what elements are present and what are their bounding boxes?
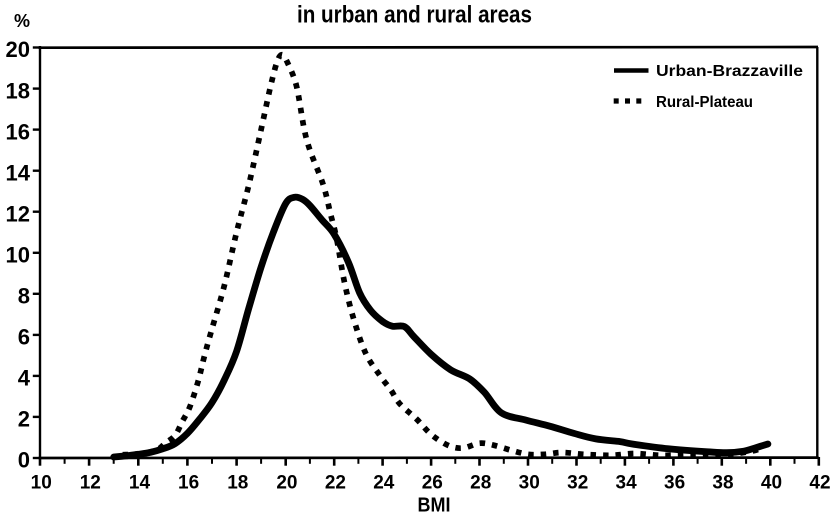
svg-text:40: 40	[761, 473, 782, 494]
svg-text:20: 20	[276, 473, 297, 494]
svg-text:26: 26	[422, 473, 443, 494]
svg-text:18: 18	[6, 78, 30, 103]
svg-text:10: 10	[6, 243, 30, 268]
svg-text:12: 12	[80, 473, 101, 494]
svg-text:22: 22	[325, 473, 346, 494]
svg-text:16: 16	[6, 119, 30, 144]
svg-text:0: 0	[18, 448, 30, 473]
svg-text:8: 8	[18, 284, 30, 309]
svg-text:14: 14	[6, 160, 31, 185]
svg-text:28: 28	[470, 473, 491, 494]
svg-text:24: 24	[373, 473, 395, 494]
svg-text:32: 32	[567, 473, 588, 494]
svg-text:in urban and rural areas: in urban and rural areas	[297, 2, 532, 29]
svg-text:20: 20	[6, 37, 30, 62]
svg-text:16: 16	[178, 473, 199, 494]
svg-text:BMI: BMI	[418, 495, 451, 517]
svg-text:4: 4	[18, 366, 31, 391]
svg-text:12: 12	[6, 201, 30, 226]
svg-text:Rural-Plateau: Rural-Plateau	[656, 94, 753, 111]
svg-text:2: 2	[18, 407, 30, 432]
svg-text:30: 30	[519, 473, 540, 494]
svg-text:%: %	[14, 11, 30, 31]
svg-text:38: 38	[712, 473, 733, 494]
svg-text:34: 34	[616, 473, 638, 494]
svg-text:18: 18	[227, 473, 248, 494]
svg-text:Urban-Brazzaville: Urban-Brazzaville	[656, 63, 803, 80]
svg-text:10: 10	[31, 473, 52, 494]
svg-text:42: 42	[809, 473, 830, 494]
svg-text:14: 14	[129, 473, 151, 494]
svg-text:6: 6	[18, 325, 30, 350]
svg-text:36: 36	[664, 473, 685, 494]
